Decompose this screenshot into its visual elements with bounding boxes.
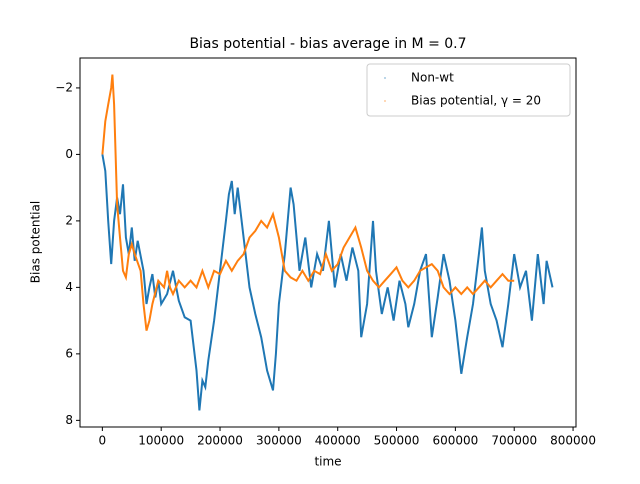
chart-title: Bias potential - bias average in M = 0.7: [189, 36, 466, 52]
legend-marker: [384, 100, 386, 102]
x-tick-label: 0: [99, 434, 107, 448]
x-tick-label: 600000: [432, 434, 478, 448]
x-tick-label: 400000: [315, 434, 361, 448]
series-line: [101, 154, 554, 411]
y-axis-label: Bias potential: [29, 201, 43, 283]
plot-frame: [79, 57, 577, 428]
x-tick-label: 500000: [374, 434, 420, 448]
legend-label: Non-wt: [411, 71, 454, 85]
x-axis-label: time: [314, 455, 341, 469]
x-tick-label: 300000: [256, 434, 302, 448]
y-tick-label: 2: [65, 213, 73, 227]
y-tick-label: 0: [65, 147, 73, 161]
series-line: [101, 74, 515, 331]
x-tick-label: 200000: [197, 434, 243, 448]
y-tick-label: 8: [65, 413, 73, 427]
y-tick-label: −2: [55, 80, 73, 94]
legend-marker: [384, 77, 386, 79]
x-tick-label: 800000: [550, 434, 596, 448]
x-tick-label: 700000: [491, 434, 537, 448]
legend-box: [366, 63, 571, 117]
legend-label: Bias potential, γ = 20: [411, 94, 541, 108]
y-tick-label: 4: [65, 280, 73, 294]
x-tick-label: 100000: [138, 434, 184, 448]
y-tick-label: 6: [65, 346, 73, 360]
